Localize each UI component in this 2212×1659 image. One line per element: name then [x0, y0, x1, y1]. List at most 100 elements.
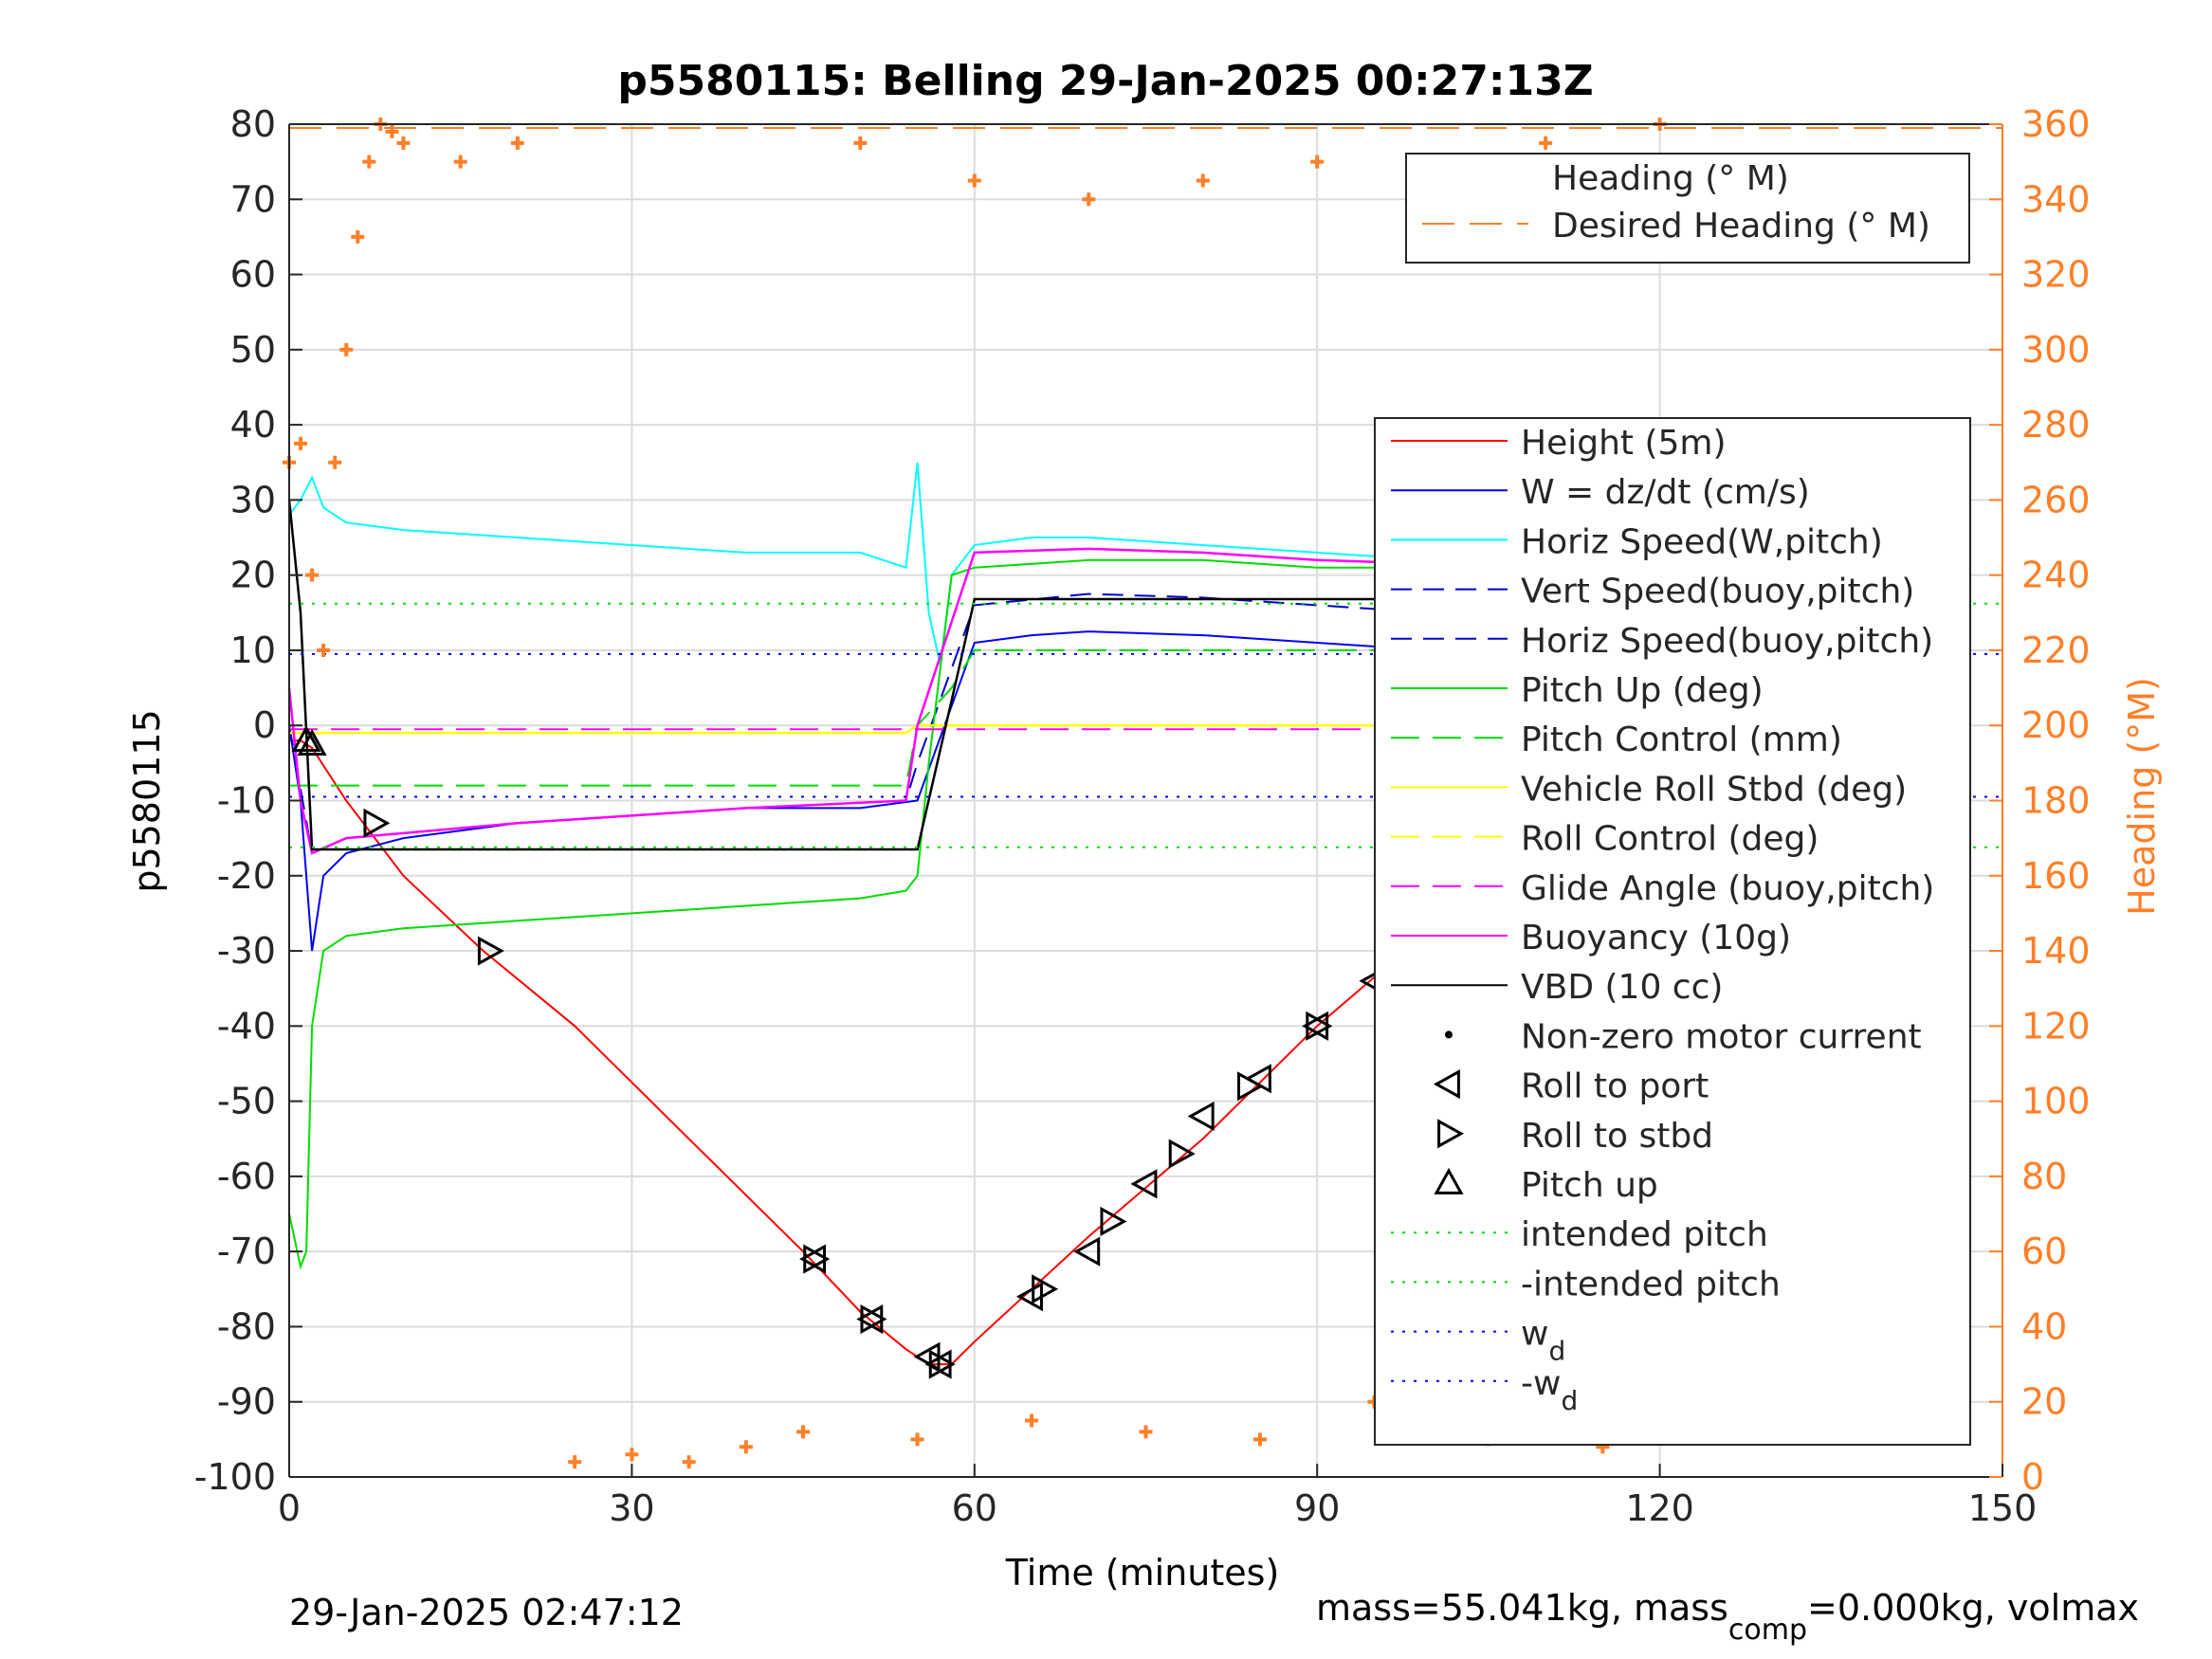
marker-roll-to-stbd	[477, 936, 504, 966]
y-tick-label-left: -90	[217, 1381, 276, 1423]
legend-label: Vert Speed(buoy,pitch)	[1521, 573, 1914, 611]
legend-label: Vehicle Roll Stbd (deg)	[1521, 770, 1907, 809]
y-tick-label-right: 260	[2021, 479, 2091, 520]
legend-label: intended pitch	[1521, 1215, 1768, 1254]
legend-top-box	[1405, 153, 1970, 264]
legend-label: Buoyancy (10g)	[1521, 919, 1791, 957]
y-tick-label-left: 50	[230, 329, 276, 371]
legend-top: Heading (° M) Desired Heading (° M)	[1405, 153, 1970, 264]
y-tick-label-right: 320	[2021, 254, 2091, 296]
y-tick-label-right: 180	[2021, 780, 2091, 822]
heading-point	[294, 436, 308, 450]
y-tick-label-left: -80	[217, 1305, 276, 1347]
heading-point	[1025, 1413, 1039, 1428]
y-tick-label-right: 80	[2021, 1156, 2067, 1197]
heading-point	[453, 155, 467, 169]
y-tick-label-left: 40	[230, 404, 276, 446]
y-tick-label-left: 0	[253, 704, 276, 746]
y-tick-label-right: 240	[2021, 555, 2091, 596]
heading-point	[328, 455, 342, 469]
legend-label: Horiz Speed(buoy,pitch)	[1521, 622, 1933, 661]
legend-top-label: Heading (° M)	[1552, 159, 1789, 198]
legend-main: Height (5m) W = dz/dt (cm/s) Horiz Speed(W…	[1374, 417, 1971, 1446]
y-axis-label-right: Heading (°M)	[2121, 677, 2163, 916]
heading-point	[362, 155, 376, 169]
heading-point	[682, 1455, 696, 1469]
y-tick-label-left: -20	[217, 855, 276, 897]
heading-point	[396, 136, 411, 150]
y-tick-label-left: 20	[230, 555, 276, 596]
y-tick-label-left: 10	[230, 629, 276, 671]
y-tick-label-left: -50	[217, 1081, 276, 1122]
y-tick-label-right: 140	[2021, 930, 2091, 972]
legend-swatch	[1445, 1030, 1453, 1039]
marker-pitch-up	[291, 724, 321, 752]
marker-roll-to-stbd	[1237, 1071, 1265, 1102]
footer-mass-suffix: =0.000kg, volmax	[1807, 1587, 2139, 1629]
x-tick-label: 120	[1625, 1487, 1694, 1529]
heading-point	[1139, 1425, 1153, 1439]
y-tick-label-left: -100	[194, 1456, 276, 1498]
y-tick-label-right: 100	[2021, 1081, 2091, 1122]
marker-roll-to-stbd	[1306, 1011, 1333, 1041]
heading-point	[305, 568, 320, 582]
legend-label: VBD (10 cc)	[1521, 968, 1723, 1007]
x-tick-label: 0	[278, 1487, 301, 1529]
heading-point	[1196, 173, 1210, 188]
y-tick-label-right: 160	[2021, 855, 2091, 897]
heading-point	[910, 1432, 924, 1447]
x-tick-label: 60	[952, 1487, 997, 1529]
legend-label-subscript: d	[1561, 1385, 1578, 1416]
legend-swatch	[1433, 1069, 1460, 1100]
y-tick-label-left: 70	[230, 178, 276, 220]
marker-roll-to-port	[1130, 1169, 1158, 1199]
legend-label: Roll to stbd	[1521, 1117, 1713, 1156]
heading-point	[1252, 1432, 1267, 1447]
legend-label: Height (5m)	[1521, 424, 1727, 463]
heading-point	[317, 643, 331, 657]
heading-point	[351, 229, 365, 244]
y-tick-label-right: 60	[2021, 1231, 2067, 1272]
legend-label: Roll Control (deg)	[1521, 820, 1819, 859]
heading-point	[625, 1448, 639, 1462]
legend-top-label: Desired Heading (° M)	[1552, 207, 1930, 246]
x-tick-label: 150	[1968, 1487, 2038, 1529]
heading-point	[967, 173, 981, 188]
y-tick-label-left: -40	[217, 1005, 276, 1047]
legend-swatch	[1437, 1119, 1465, 1149]
marker-roll-to-stbd	[860, 1304, 887, 1335]
y-tick-label-left: 60	[230, 254, 276, 296]
heading-point	[1310, 155, 1325, 169]
footer-timestamp: 29-Jan-2025 02:47:12	[289, 1592, 684, 1633]
marker-roll-to-stbd	[928, 1349, 956, 1379]
y-tick-label-left: -70	[217, 1231, 276, 1272]
y-tick-label-left: 30	[230, 479, 276, 520]
y-tick-label-left: -60	[217, 1156, 276, 1197]
y-tick-label-right: 20	[2021, 1381, 2067, 1423]
x-tick-label: 90	[1294, 1487, 1340, 1529]
series-pitch-up-deg	[288, 558, 1660, 1270]
heading-point	[853, 136, 868, 150]
y-tick-label-right: 220	[2021, 629, 2091, 671]
heading-point	[339, 342, 354, 356]
marker-roll-to-stbd	[1168, 1139, 1196, 1169]
y-tick-label-right: 40	[2021, 1305, 2067, 1347]
legend-label: Horiz Speed(W,pitch)	[1521, 522, 1883, 561]
axes: 0 30 60 90 120 15080706050403020100-10-20-30-…	[194, 103, 2091, 1529]
y-tick-label-right: 0	[2021, 1456, 2044, 1498]
heading-point	[796, 1425, 811, 1439]
y-axis-label-left: p5580115	[126, 709, 168, 892]
marker-roll-to-stbd	[363, 808, 391, 838]
heading-point	[1539, 136, 1553, 150]
y-tick-label-left: -10	[217, 780, 276, 822]
heading-point	[1082, 192, 1096, 207]
y-tick-label-right: 280	[2021, 404, 2091, 446]
footer-mass-prefix: mass=55.041kg, mass	[1316, 1587, 1728, 1629]
y-tick-label-left: 80	[230, 103, 276, 145]
y-tick-label-right: 340	[2021, 178, 2091, 220]
y-tick-label-right: 200	[2021, 704, 2091, 746]
marker-roll-to-stbd	[1100, 1206, 1127, 1237]
legend-label: Pitch Control (mm)	[1521, 720, 1842, 759]
y-tick-label-right: 120	[2021, 1005, 2091, 1047]
